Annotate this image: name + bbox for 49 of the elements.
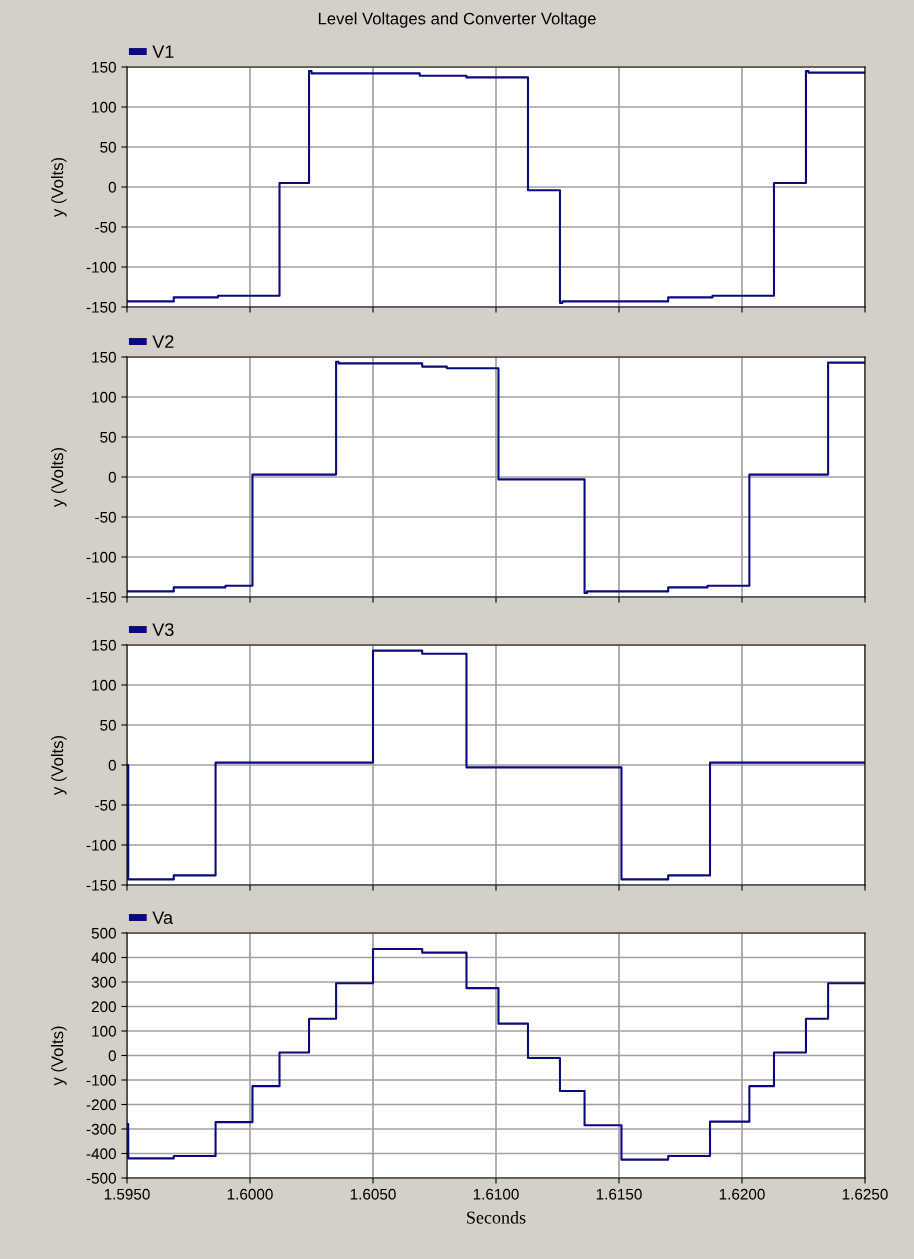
y-tick-label: 300	[91, 976, 116, 988]
x-tick-label: 1.5950	[104, 1188, 150, 1200]
x-tick-label: 1.6100	[473, 1188, 519, 1200]
y-tick-label: 400	[91, 952, 116, 964]
y-tick-label: -100	[86, 261, 116, 273]
y-tick-label: -400	[86, 1148, 116, 1160]
y-tick-label: 50	[100, 431, 116, 443]
y-tick-label: 200	[91, 1001, 116, 1013]
y-axis-title: y (Volts)	[51, 447, 67, 508]
y-tick-label: 0	[108, 181, 116, 193]
x-tick-label: 1.6150	[596, 1188, 642, 1200]
y-tick-label: -50	[95, 511, 116, 523]
y-tick-label: 50	[100, 141, 116, 153]
y-tick-label: 50	[100, 719, 116, 731]
y-tick-label: -100	[86, 1074, 116, 1086]
y-tick-label: 150	[92, 61, 116, 73]
x-tick-label: 1.6200	[719, 1188, 765, 1200]
y-tick-label: -200	[86, 1099, 116, 1111]
x-tick-label: 1.6050	[350, 1188, 396, 1200]
y-tick-label: 100	[92, 101, 116, 113]
y-tick-label: -50	[95, 221, 116, 233]
y-tick-label: 150	[92, 351, 116, 363]
y-tick-label: -150	[86, 879, 116, 891]
y-tick-label: 100	[92, 391, 116, 403]
y-axis-title: y (Volts)	[51, 1026, 67, 1086]
y-tick-label: -150	[86, 591, 116, 603]
y-tick-label: 150	[92, 639, 116, 651]
legend-label: V3	[152, 623, 174, 637]
y-tick-label: 100	[92, 679, 116, 691]
y-tick-label: -100	[86, 551, 116, 563]
y-tick-label: 0	[108, 759, 116, 771]
y-tick-label: -300	[86, 1123, 116, 1135]
y-tick-label: 100	[92, 1025, 116, 1037]
y-axis-title: y (Volts)	[51, 157, 67, 218]
y-tick-label: -50	[95, 799, 116, 811]
legend-label: Va	[152, 911, 174, 925]
y-tick-label: 0	[108, 1050, 116, 1062]
legend-label: V2	[152, 335, 174, 348]
x-axis-title: Seconds	[467, 1210, 526, 1224]
y-tick-label: -150	[86, 301, 116, 313]
x-tick-label: 1.6250	[842, 1188, 888, 1200]
legend-label: V1	[152, 45, 174, 58]
y-tick-label: 0	[108, 471, 116, 483]
y-tick-label: 500	[91, 927, 116, 939]
y-tick-label: -500	[86, 1172, 116, 1184]
x-tick-label: 1.6000	[227, 1188, 273, 1200]
y-tick-label: -100	[86, 839, 116, 851]
chart-title: Level Voltages and Converter Voltage	[318, 12, 596, 28]
y-axis-title: y (Volts)	[51, 735, 67, 796]
